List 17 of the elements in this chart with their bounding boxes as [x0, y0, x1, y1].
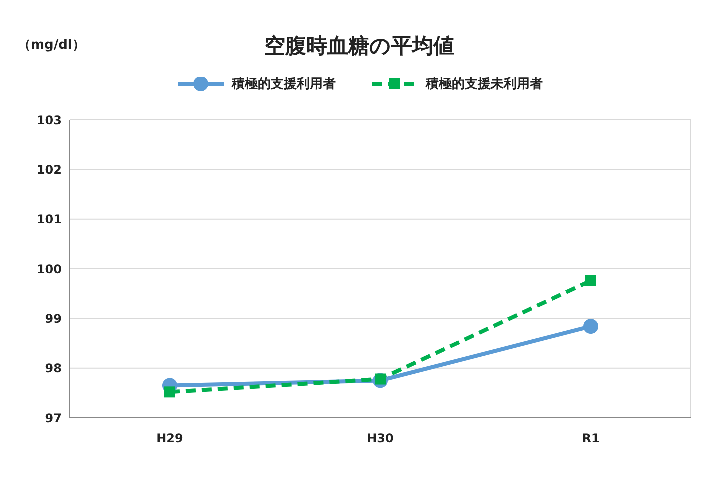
- point: [164, 386, 176, 398]
- x-tick-label: H30: [367, 432, 394, 446]
- legend-label: 積極的支援未利用者: [426, 76, 543, 93]
- y-tick-label: 97: [45, 411, 62, 426]
- point: [586, 275, 596, 286]
- y-tick-label: 102: [36, 162, 62, 177]
- y-tick-label: 101: [36, 212, 62, 227]
- y-tick-label: 103: [36, 113, 62, 128]
- x-tick-label: R1: [582, 432, 600, 446]
- point: [584, 319, 598, 334]
- y-axis-title: （mg/dl）: [18, 37, 86, 54]
- legend-label: 積極的支援利用者: [232, 76, 336, 93]
- x-tick-label: H29: [156, 432, 184, 446]
- chart-title: 空腹時血糖の平均値: [264, 34, 454, 58]
- y-tick-label: 99: [45, 312, 62, 326]
- y-tick-label: 98: [45, 362, 62, 376]
- y-tick-label: 100: [36, 262, 62, 276]
